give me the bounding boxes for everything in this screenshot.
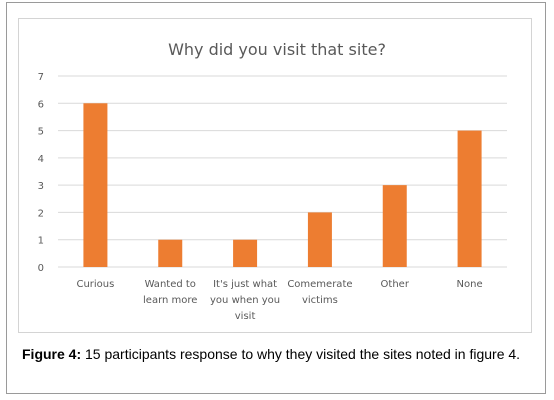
x-tick-label-line: Curious <box>76 279 114 290</box>
bar-chart: 0 1 2 3 4 5 6 7 Curious Wanted to learn more It's … <box>38 40 507 322</box>
figure-caption: Figure 4: 15 participants response to wh… <box>22 345 534 364</box>
x-tick-label: Other <box>381 279 410 290</box>
x-tick-label: Wanted to learn more <box>143 279 197 306</box>
chart-title: Why did you visit that site? <box>168 40 386 59</box>
y-tick-label: 5 <box>38 127 44 138</box>
x-tick-label-line: Comemerate <box>287 279 352 290</box>
y-tick-label: 7 <box>38 72 44 83</box>
x-tick-label-line: learn more <box>143 295 197 306</box>
gridlines <box>58 75 507 268</box>
x-tick-label-line: visit <box>235 311 256 322</box>
y-axis-ticks: 0 1 2 3 4 5 6 7 <box>38 72 44 274</box>
x-tick-label-line: Wanted to <box>145 279 196 290</box>
x-tick-label: None <box>457 279 483 290</box>
x-tick-label: Comemerate victims <box>287 279 352 306</box>
bar <box>307 212 332 267</box>
y-tick-label: 4 <box>38 154 44 165</box>
bars <box>83 103 482 268</box>
bar <box>233 239 258 267</box>
y-tick-label: 2 <box>38 208 44 219</box>
x-tick-label: Curious <box>76 279 114 290</box>
y-tick-label: 1 <box>38 236 44 247</box>
bar <box>158 239 183 267</box>
y-tick-label: 6 <box>38 99 44 110</box>
x-tick-label-line: you when you <box>210 295 280 306</box>
x-tick-label: It's just what you when you visit <box>210 279 280 322</box>
y-tick-label: 0 <box>38 263 44 274</box>
x-tick-label-line: It's just what <box>213 279 277 290</box>
x-tick-label-line: Other <box>381 279 410 290</box>
y-tick-label: 3 <box>38 181 44 192</box>
x-axis-ticks: Curious Wanted to learn more It's just what… <box>76 279 482 322</box>
bar <box>457 130 482 267</box>
x-tick-label-line: None <box>457 279 483 290</box>
bar <box>83 103 108 268</box>
caption-label: Figure 4: <box>22 346 82 362</box>
x-tick-label-line: victims <box>302 295 338 306</box>
bar <box>382 185 407 267</box>
caption-text: 15 participants response to why they vis… <box>81 346 521 362</box>
